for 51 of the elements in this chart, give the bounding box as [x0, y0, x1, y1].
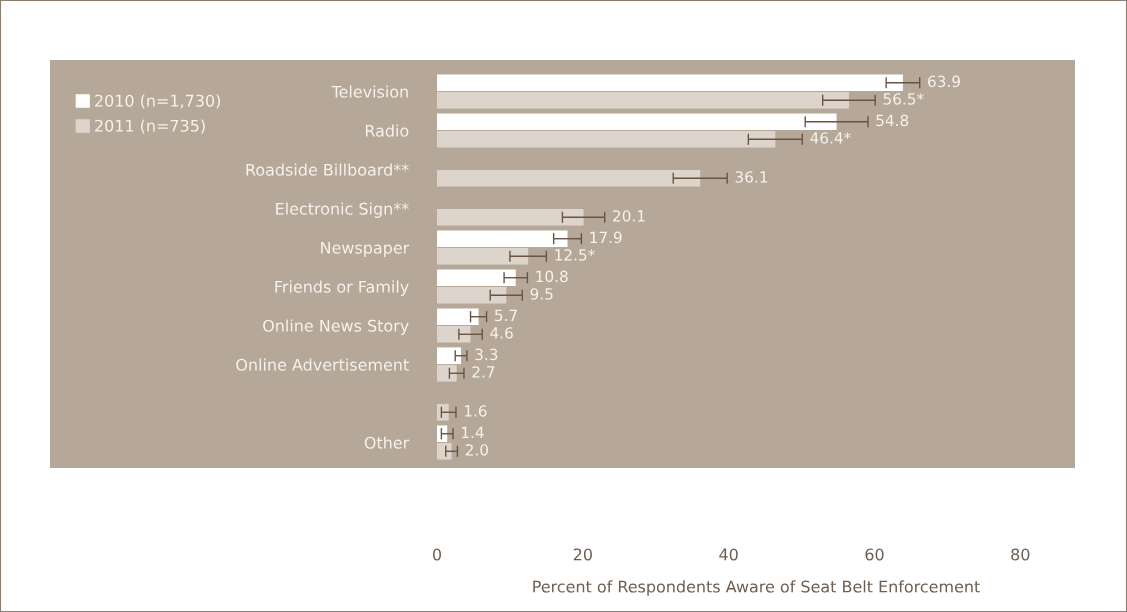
data-label: 10.8	[536, 270, 568, 283]
bar	[437, 347, 462, 365]
data-label: 17.9	[590, 231, 622, 244]
y-tick-label: Roadside Billboard**	[246, 163, 409, 176]
data-label: 56.5*	[883, 93, 924, 105]
y-tick-label: Online Advertisement	[236, 358, 409, 371]
bar	[437, 442, 452, 460]
bar	[437, 325, 471, 343]
y-tick-label: Friends or Family	[275, 280, 409, 296]
data-label: 5.7	[495, 309, 517, 322]
data-label: 12.5*	[555, 249, 595, 261]
data-label: 3.3	[475, 348, 498, 361]
data-label: 20.1	[613, 210, 645, 222]
data-label: 63.9	[928, 75, 960, 88]
data-label: 46.4*	[810, 132, 851, 144]
x-tick-label: 40	[719, 548, 738, 561]
data-label: 36.1	[735, 171, 768, 183]
y-tick-label: Radio	[365, 124, 409, 137]
bar	[437, 169, 701, 187]
bar	[437, 130, 776, 148]
y-tick-label: Online News Story	[263, 319, 409, 335]
y-tick-label: Television	[331, 85, 408, 98]
bar	[437, 74, 903, 92]
data-label: 9.5	[530, 288, 553, 300]
bar	[437, 286, 507, 304]
x-tick-label: 20	[573, 548, 592, 561]
bar	[437, 403, 449, 421]
x-axis-title: Percent of Respondents Aware of Seat Belt Enforcement	[533, 580, 980, 596]
data-label: 1.4	[462, 426, 484, 438]
x-tick-label: 60	[865, 548, 884, 561]
x-tick-label: 0	[432, 548, 442, 561]
bar	[437, 208, 584, 226]
data-label: 54.8	[876, 114, 909, 127]
y-tick-label: Newspaper	[321, 241, 410, 257]
data-label: 2.0	[465, 444, 488, 456]
legend-label: 2011 (n=735)	[95, 119, 205, 134]
bar	[437, 308, 479, 326]
y-tick-label: Other	[364, 436, 410, 449]
bar	[437, 91, 849, 109]
bar	[437, 247, 529, 265]
data-label: 2.7	[472, 366, 495, 378]
y-tick-label: Electronic Sign**	[276, 202, 409, 218]
bar	[437, 364, 457, 382]
bar	[437, 230, 568, 248]
x-tick-label: 80	[1011, 548, 1030, 561]
bar	[437, 113, 837, 131]
bar	[437, 269, 516, 287]
data-label: 4.6	[490, 327, 513, 339]
bar	[437, 425, 448, 443]
legend-label: 2010 (n=1,730)	[95, 94, 220, 109]
data-label: 1.6	[464, 405, 487, 417]
